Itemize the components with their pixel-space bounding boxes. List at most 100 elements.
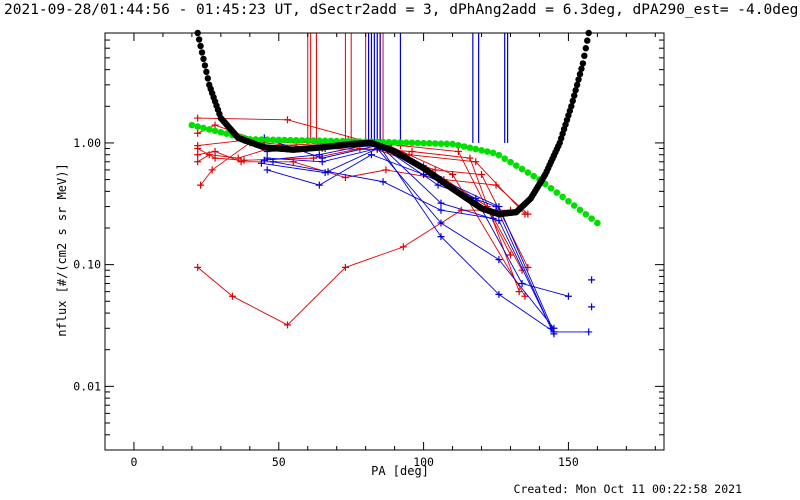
red-series-point [194,142,202,150]
red-series-point [205,151,213,159]
blue-series-point [588,303,596,311]
blue-series-point [420,171,428,179]
x-tick-label: 0 [130,455,137,469]
green-curve-dot [205,126,213,133]
red-series-line [197,209,511,326]
x-tick-label: 50 [272,455,286,469]
green-curve-dot [408,139,416,147]
red-series-point [506,251,514,259]
black-curve-dot [568,103,575,110]
x-tick-label: 150 [558,455,579,469]
green-curve-dot [576,206,584,214]
green-curve-dot [588,215,595,222]
green-curve-dot [426,140,433,147]
blue-series-point [315,151,323,159]
green-curve-dot [431,140,439,147]
black-curve-dot [197,42,204,50]
blue-series-point [518,279,526,287]
green-curve-dot [570,202,578,209]
green-curve-dot [565,197,572,205]
green-curve-dot [292,136,300,144]
black-curve-dot [204,75,212,82]
green-curve-dot [263,136,271,143]
green-curve-dot [310,137,317,144]
red-series-point [492,181,500,189]
green-curve-dot [489,149,497,157]
green-curve-dot [402,139,410,146]
green-curve-dot [200,124,207,132]
green-curve-dot [553,189,561,196]
red-series-point [399,243,407,251]
green-curve-dot [582,210,590,218]
plot-frame [104,32,665,451]
green-curve-dot [223,130,230,137]
x-axis-label: PA [deg] [371,464,429,478]
green-curve-dot [530,172,537,180]
green-curve-dot [501,155,508,162]
blue-series-point [269,158,277,166]
green-curve-dot [304,137,312,144]
red-series-point [472,158,480,166]
green-curve-dot [512,162,520,169]
y-tick-label: 0.01 [73,379,101,393]
blue-series-point [260,156,268,164]
chart-title: 2021-09-28/01:44:56 - 01:45:23 UT, dSect… [4,2,799,18]
blue-series-point [437,219,445,227]
blue-series-line [267,147,555,329]
blue-series-point [315,181,323,189]
red-series-point [521,292,529,300]
red-series-line [197,148,520,292]
black-curve-dot [200,55,207,63]
green-curve-dot [298,137,306,144]
blue-series-point [547,324,555,332]
black-curve-dot [578,65,585,72]
blue-series-point [437,206,445,214]
red-series-point [341,263,349,271]
black-curve-dot [203,68,210,76]
red-series-point [194,114,202,122]
green-curve-dot [275,136,283,144]
y-axis-label: nflux [#/(cm2 s sr MeV)] [55,163,69,336]
green-curve-dot [211,127,219,135]
black-curve-dot [575,76,582,83]
red-series-point [211,148,219,156]
blue-series-point [495,290,503,298]
blue-series-point [437,199,445,207]
blue-series-point [585,328,593,336]
red-series-point [310,154,318,162]
black-curve-dot [584,37,591,44]
black-curve-dot [573,81,581,89]
blue-series-point [318,158,326,166]
blue-series-point [495,256,503,264]
green-curve-dot [281,136,288,144]
blue-series-point [434,181,442,189]
red-series-point [194,263,202,271]
x-tick-label: 100 [413,455,434,469]
green-curve-dot [269,136,277,144]
green-curve-dot [460,143,468,150]
black-curve-dot [572,87,579,94]
green-curve-dot [420,139,427,147]
red-series-point [194,151,202,159]
black-curve-dot [581,52,588,60]
red-series-point [197,181,205,189]
green-curve-dot [437,140,445,147]
black-curve-dot [569,97,576,105]
green-curve-dot [466,144,474,152]
red-series-point [228,292,236,300]
black-curve-dot [582,45,589,52]
green-curve-dot [321,137,329,145]
green-curve-dot [507,158,514,166]
blue-series-point [379,178,387,186]
black-curve-dot [198,49,206,56]
green-curve-dot [518,165,526,173]
green-curve-dot [559,193,566,201]
green-curve-dot [258,136,265,143]
red-series-line [197,142,526,297]
green-curve-dot [217,128,225,136]
red-series-point [208,166,216,174]
green-curve-dot [472,145,480,153]
red-series-point [283,116,291,124]
red-series-point [515,288,523,296]
green-curve-dot [391,139,398,146]
